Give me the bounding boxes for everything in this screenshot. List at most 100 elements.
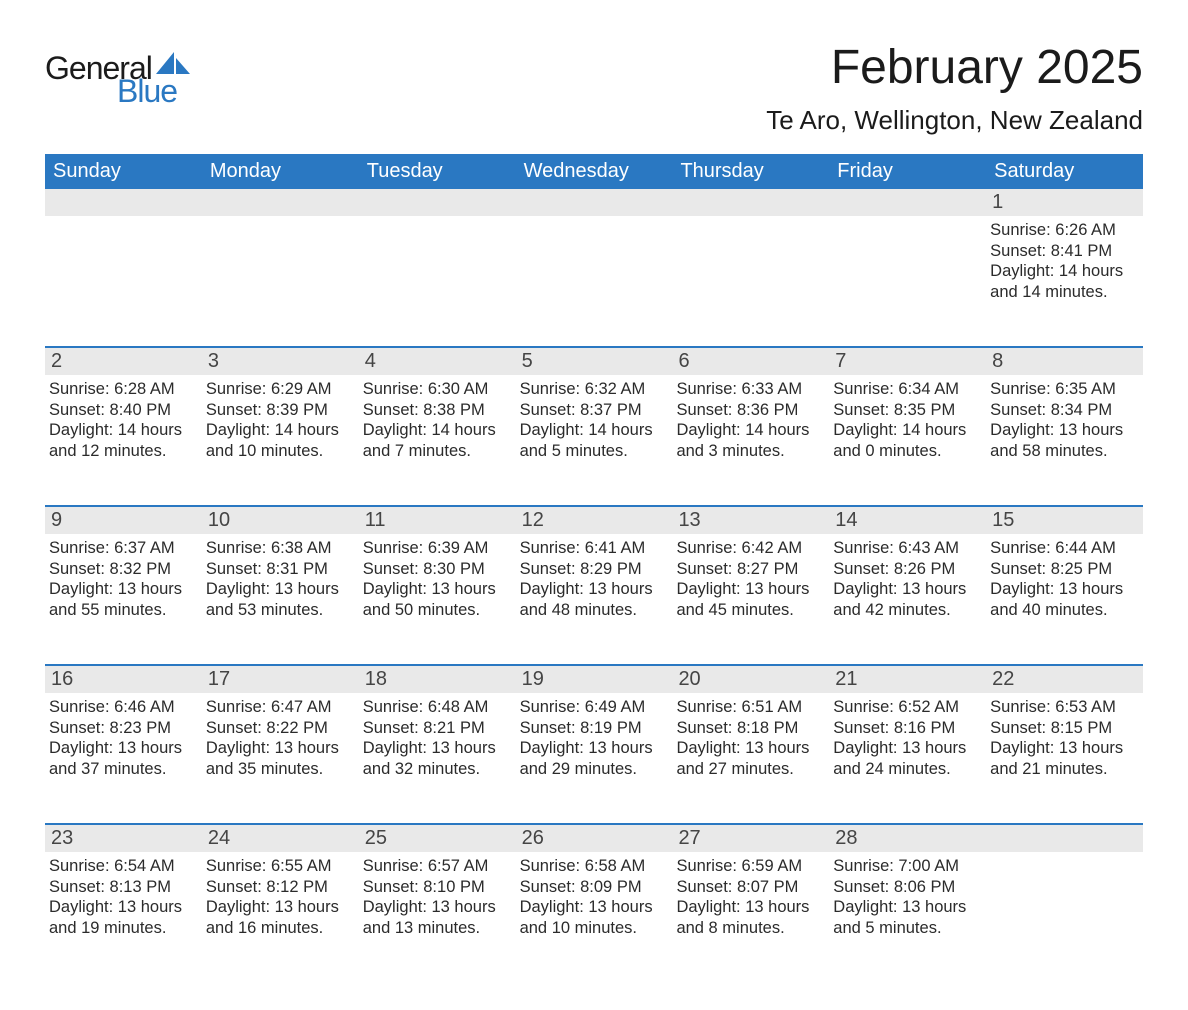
daylight-line-2: and 21 minutes. xyxy=(990,759,1139,780)
daylight-line-2: and 5 minutes. xyxy=(520,441,669,462)
sunrise-line: Sunrise: 6:55 AM xyxy=(206,856,355,877)
sunrise-line: Sunrise: 6:34 AM xyxy=(833,379,982,400)
day-detail: Sunrise: 6:44 AMSunset: 8:25 PMDaylight:… xyxy=(986,534,1143,621)
sunset-line: Sunset: 8:09 PM xyxy=(520,877,669,898)
day-detail: Sunrise: 6:33 AMSunset: 8:36 PMDaylight:… xyxy=(672,375,829,462)
calendar-cell: Sunrise: 6:41 AMSunset: 8:29 PMDaylight:… xyxy=(516,534,673,652)
calendar-cell: Sunrise: 6:58 AMSunset: 8:09 PMDaylight:… xyxy=(516,852,673,970)
sunset-line: Sunset: 8:38 PM xyxy=(363,400,512,421)
calendar-cell: Sunrise: 6:43 AMSunset: 8:26 PMDaylight:… xyxy=(829,534,986,652)
day-detail: Sunrise: 6:30 AMSunset: 8:38 PMDaylight:… xyxy=(359,375,516,462)
sunrise-line: Sunrise: 6:43 AM xyxy=(833,538,982,559)
day-number xyxy=(45,189,202,216)
daylight-line-2: and 27 minutes. xyxy=(676,759,825,780)
day-number xyxy=(359,189,516,216)
calendar-cell: Sunrise: 6:55 AMSunset: 8:12 PMDaylight:… xyxy=(202,852,359,970)
sunset-line: Sunset: 8:35 PM xyxy=(833,400,982,421)
sunset-line: Sunset: 8:41 PM xyxy=(990,241,1139,262)
sunrise-line: Sunrise: 6:48 AM xyxy=(363,697,512,718)
day-number: 8 xyxy=(986,348,1143,375)
day-number: 28 xyxy=(829,825,986,852)
day-number: 24 xyxy=(202,825,359,852)
day-number: 21 xyxy=(829,666,986,693)
sunset-line: Sunset: 8:25 PM xyxy=(990,559,1139,580)
sunrise-line: Sunrise: 6:46 AM xyxy=(49,697,198,718)
sunrise-line: Sunrise: 6:59 AM xyxy=(676,856,825,877)
daylight-line-2: and 29 minutes. xyxy=(520,759,669,780)
daylight-line-1: Daylight: 13 hours xyxy=(363,738,512,759)
day-number: 5 xyxy=(516,348,673,375)
day-number: 26 xyxy=(516,825,673,852)
daylight-line-1: Daylight: 13 hours xyxy=(990,738,1139,759)
daylight-line-1: Daylight: 13 hours xyxy=(833,579,982,600)
calendar-cell: Sunrise: 6:42 AMSunset: 8:27 PMDaylight:… xyxy=(672,534,829,652)
day-number xyxy=(672,189,829,216)
calendar-cell: Sunrise: 6:29 AMSunset: 8:39 PMDaylight:… xyxy=(202,375,359,493)
sunrise-line: Sunrise: 6:26 AM xyxy=(990,220,1139,241)
day-detail: Sunrise: 6:47 AMSunset: 8:22 PMDaylight:… xyxy=(202,693,359,780)
day-number: 23 xyxy=(45,825,202,852)
calendar-cell: Sunrise: 6:52 AMSunset: 8:16 PMDaylight:… xyxy=(829,693,986,811)
daylight-line-1: Daylight: 14 hours xyxy=(676,420,825,441)
day-detail: Sunrise: 6:54 AMSunset: 8:13 PMDaylight:… xyxy=(45,852,202,939)
month-title: February 2025 xyxy=(766,40,1143,95)
location-label: Te Aro, Wellington, New Zealand xyxy=(766,105,1143,136)
day-number: 4 xyxy=(359,348,516,375)
calendar-cell: Sunrise: 6:46 AMSunset: 8:23 PMDaylight:… xyxy=(45,693,202,811)
weekday-header: Wednesday xyxy=(516,154,673,189)
sunrise-line: Sunrise: 6:42 AM xyxy=(676,538,825,559)
weekday-header-row: SundayMondayTuesdayWednesdayThursdayFrid… xyxy=(45,154,1143,189)
day-detail: Sunrise: 6:35 AMSunset: 8:34 PMDaylight:… xyxy=(986,375,1143,462)
calendar-cell xyxy=(672,216,829,334)
daylight-line-1: Daylight: 13 hours xyxy=(676,579,825,600)
sunrise-line: Sunrise: 6:52 AM xyxy=(833,697,982,718)
sunset-line: Sunset: 8:27 PM xyxy=(676,559,825,580)
day-number xyxy=(516,189,673,216)
daylight-line-1: Daylight: 13 hours xyxy=(206,897,355,918)
sunrise-line: Sunrise: 6:39 AM xyxy=(363,538,512,559)
daylight-line-1: Daylight: 13 hours xyxy=(990,579,1139,600)
day-detail: Sunrise: 6:38 AMSunset: 8:31 PMDaylight:… xyxy=(202,534,359,621)
calendar-cell: Sunrise: 6:49 AMSunset: 8:19 PMDaylight:… xyxy=(516,693,673,811)
calendar-cell: Sunrise: 6:33 AMSunset: 8:36 PMDaylight:… xyxy=(672,375,829,493)
sunset-line: Sunset: 8:34 PM xyxy=(990,400,1139,421)
calendar-cell: Sunrise: 6:44 AMSunset: 8:25 PMDaylight:… xyxy=(986,534,1143,652)
daylight-line-2: and 3 minutes. xyxy=(676,441,825,462)
day-number: 12 xyxy=(516,507,673,534)
sunrise-line: Sunrise: 6:57 AM xyxy=(363,856,512,877)
calendar-cell: Sunrise: 6:53 AMSunset: 8:15 PMDaylight:… xyxy=(986,693,1143,811)
weekday-header: Saturday xyxy=(986,154,1143,189)
daylight-line-1: Daylight: 13 hours xyxy=(833,897,982,918)
logo: General Blue xyxy=(45,50,190,110)
day-number: 1 xyxy=(986,189,1143,216)
daylight-line-2: and 12 minutes. xyxy=(49,441,198,462)
daylight-line-1: Daylight: 13 hours xyxy=(520,897,669,918)
day-detail: Sunrise: 6:26 AMSunset: 8:41 PMDaylight:… xyxy=(986,216,1143,303)
day-detail: Sunrise: 6:52 AMSunset: 8:16 PMDaylight:… xyxy=(829,693,986,780)
daylight-line-2: and 10 minutes. xyxy=(206,441,355,462)
sunset-line: Sunset: 8:07 PM xyxy=(676,877,825,898)
daylight-line-2: and 19 minutes. xyxy=(49,918,198,939)
daylight-line-2: and 40 minutes. xyxy=(990,600,1139,621)
day-detail: Sunrise: 6:39 AMSunset: 8:30 PMDaylight:… xyxy=(359,534,516,621)
day-detail: Sunrise: 6:49 AMSunset: 8:19 PMDaylight:… xyxy=(516,693,673,780)
daylight-line-1: Daylight: 13 hours xyxy=(676,738,825,759)
sunrise-line: Sunrise: 6:49 AM xyxy=(520,697,669,718)
sunrise-line: Sunrise: 6:44 AM xyxy=(990,538,1139,559)
sunset-line: Sunset: 8:36 PM xyxy=(676,400,825,421)
day-detail: Sunrise: 6:37 AMSunset: 8:32 PMDaylight:… xyxy=(45,534,202,621)
day-number: 19 xyxy=(516,666,673,693)
sunset-line: Sunset: 8:15 PM xyxy=(990,718,1139,739)
calendar-cell: Sunrise: 6:32 AMSunset: 8:37 PMDaylight:… xyxy=(516,375,673,493)
daylight-line-2: and 8 minutes. xyxy=(676,918,825,939)
daylight-line-2: and 50 minutes. xyxy=(363,600,512,621)
sunset-line: Sunset: 8:32 PM xyxy=(49,559,198,580)
day-number: 18 xyxy=(359,666,516,693)
daylight-line-1: Daylight: 13 hours xyxy=(363,579,512,600)
day-number: 27 xyxy=(672,825,829,852)
sunset-line: Sunset: 8:30 PM xyxy=(363,559,512,580)
daylight-line-2: and 5 minutes. xyxy=(833,918,982,939)
calendar-page: General Blue February 2025 Te Aro, Welli… xyxy=(0,0,1188,1010)
daylight-line-2: and 35 minutes. xyxy=(206,759,355,780)
day-number: 14 xyxy=(829,507,986,534)
